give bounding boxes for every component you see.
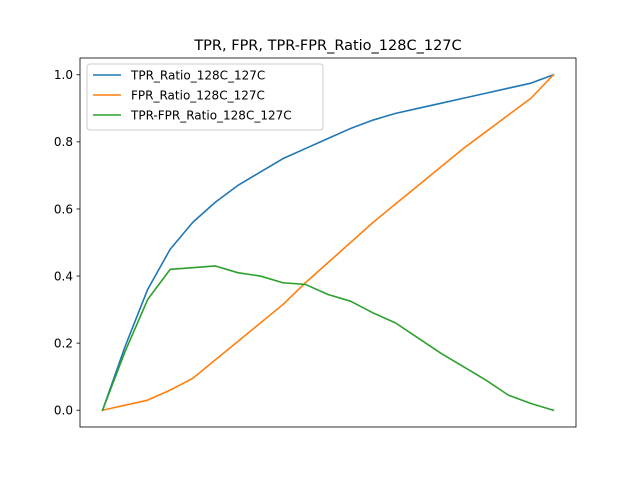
y-tick-label: 0.4 <box>54 269 73 283</box>
chart-title: TPR, FPR, TPR-FPR_Ratio_128C_127C <box>193 38 461 54</box>
legend-label-1: FPR_Ratio_128C_127C <box>131 88 265 102</box>
plot-frame <box>79 57 577 428</box>
legend-box <box>86 63 324 131</box>
y-axis: 0.0 0.2 0.4 0.6 0.8 1.0 <box>54 68 80 418</box>
y-tick-label: 0.2 <box>54 336 73 350</box>
legend: TPR_Ratio_128C_127C FPR_Ratio_128C_127C TP… <box>86 63 324 131</box>
legend-label-2: TPR-FPR_Ratio_128C_127C <box>130 108 292 122</box>
series-line-0 <box>101 73 555 412</box>
y-tick-label: 0.8 <box>54 135 73 149</box>
y-tick-label: 0.0 <box>54 404 73 418</box>
series-layer <box>101 73 555 412</box>
series-line-2 <box>101 265 555 412</box>
legend-label-0: TPR_Ratio_128C_127C <box>130 68 265 82</box>
series-line-1 <box>101 73 555 412</box>
y-tick-label: 0.6 <box>54 202 73 216</box>
y-tick-label: 1.0 <box>54 68 73 82</box>
